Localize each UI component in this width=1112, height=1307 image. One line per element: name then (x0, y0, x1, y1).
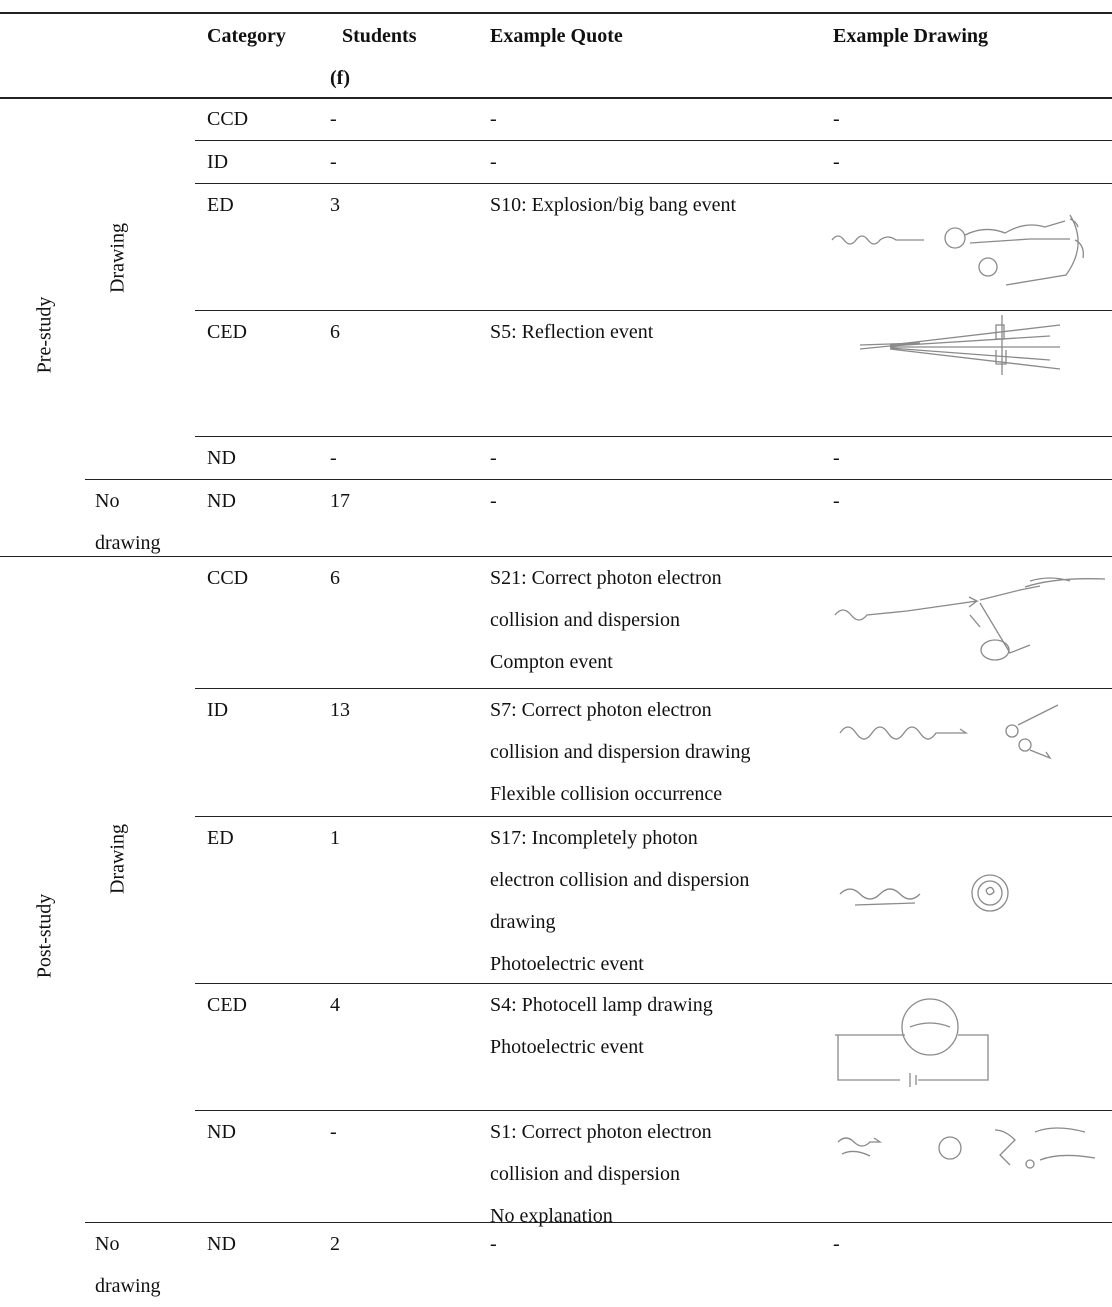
quote-line: S1: Correct photon electron (490, 1121, 712, 1143)
category-cell: CCD (207, 567, 249, 589)
students-cell: 6 (330, 567, 340, 589)
category-cell: ED (207, 194, 234, 216)
students-cell: 17 (330, 490, 350, 512)
category-cell: ND (207, 1233, 236, 1255)
category-cell: CED (207, 994, 247, 1016)
rule (85, 1222, 1112, 1223)
quote-line: S7: Correct photon electron (490, 699, 712, 721)
subgroup-label: No drawing (95, 490, 161, 554)
quote-line: - (490, 1233, 497, 1255)
category-cell: ED (207, 827, 234, 849)
category-cell: CCD (207, 108, 249, 130)
sketch (835, 998, 989, 1087)
students-cell: 4 (330, 994, 340, 1016)
quote-line: electron collision and dispersion (490, 869, 750, 891)
sketch (839, 704, 1059, 760)
quote-line: Photoelectric event (490, 953, 644, 975)
quote-line: No explanation (490, 1205, 613, 1227)
sketch (837, 1127, 1096, 1169)
category-cell: CED (207, 321, 247, 343)
quote-line: collision and dispersion drawing (490, 741, 751, 763)
header-cell: Category (207, 25, 286, 47)
students-cell: - (330, 1121, 337, 1143)
drawing-cell: - (833, 447, 840, 469)
subgroup-label: Drawing (106, 824, 129, 894)
rule (195, 688, 1112, 689)
quote-line: - (490, 447, 497, 469)
sketch (839, 874, 1009, 912)
sketch (834, 577, 1106, 661)
rule (195, 983, 1112, 984)
students-cell: 13 (330, 699, 350, 721)
students-cell: 3 (330, 194, 340, 216)
drawing-cell: - (833, 151, 840, 173)
quote-line: Compton event (490, 651, 613, 673)
category-cell: ND (207, 490, 236, 512)
drawing-cell: - (833, 108, 840, 130)
quote-line: Photoelectric event (490, 1036, 644, 1058)
students-cell: 2 (330, 1233, 340, 1255)
quote-line: S10: Explosion/big bang event (490, 194, 737, 216)
rule (0, 97, 1112, 99)
quote-line: collision and dispersion (490, 609, 680, 631)
quote-line: - (490, 151, 497, 173)
header-cell: Students (342, 25, 417, 47)
header-cell: (f) (330, 67, 350, 89)
category-cell: ID (207, 151, 229, 173)
subgroup-label: No drawing (95, 1233, 161, 1297)
quote-line: collision and dispersion (490, 1163, 680, 1185)
phase-label: Pre-study (33, 296, 56, 373)
category-cell: ND (207, 1121, 236, 1143)
drawing-cell: - (833, 1233, 840, 1255)
rule (195, 816, 1112, 817)
rule (195, 310, 1112, 311)
students-cell: - (330, 447, 337, 469)
rule (0, 12, 1112, 14)
header-cell: Example Quote (490, 25, 623, 47)
category-cell: ND (207, 447, 236, 469)
drawing-cell: - (833, 490, 840, 512)
subgroup-label: Drawing (106, 223, 129, 293)
quote-line: drawing (490, 911, 556, 933)
rule (195, 140, 1112, 141)
quote-line: S5: Reflection event (490, 321, 654, 343)
quote-line: S17: Incompletely photon (490, 827, 698, 849)
rule (195, 183, 1112, 184)
quote-line: - (490, 108, 497, 130)
phase-label: Post-study (33, 893, 56, 978)
sketch (831, 214, 1084, 286)
students-cell: 1 (330, 827, 340, 849)
students-cell: - (330, 108, 337, 130)
category-cell: ID (207, 699, 229, 721)
rule (0, 556, 1112, 557)
quote-line: S21: Correct photon electron (490, 567, 722, 589)
rule (195, 436, 1112, 437)
rule (195, 1110, 1112, 1111)
rule (85, 479, 1112, 480)
students-cell: 6 (330, 321, 340, 343)
header-cell: Example Drawing (833, 25, 988, 47)
quote-line: S4: Photocell lamp drawing (490, 994, 713, 1016)
quote-line: - (490, 490, 497, 512)
sketch (859, 315, 1061, 375)
students-cell: - (330, 151, 337, 173)
quote-line: Flexible collision occurrence (490, 783, 723, 805)
